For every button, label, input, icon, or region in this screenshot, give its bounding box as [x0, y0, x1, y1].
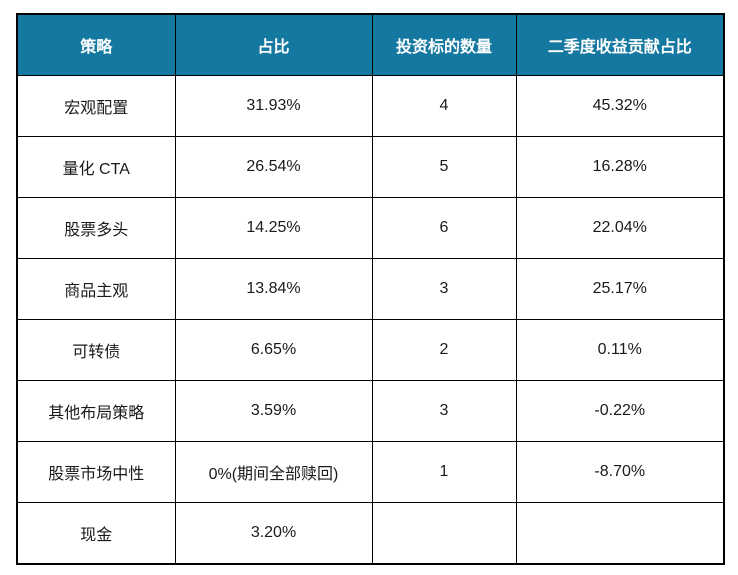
header-target-count: 投资标的数量: [371, 13, 517, 76]
cell-strategy: 股票多头: [16, 197, 176, 259]
cell-strategy: 量化 CTA: [16, 136, 176, 198]
table-row: 股票市场中性 0%(期间全部赎回) 1 -8.70%: [16, 441, 725, 503]
cell-strategy: 商品主观: [16, 258, 176, 320]
cell-target-count: 3: [371, 380, 517, 442]
cell-q2-contribution: 25.17%: [515, 258, 725, 320]
strategy-allocation-table: 策略 占比 投资标的数量 二季度收益贡献占比 宏观配置 31.93% 4 45.…: [16, 13, 725, 565]
cell-target-count: [371, 502, 517, 565]
cell-strategy: 现金: [16, 502, 176, 565]
table-row: 商品主观 13.84% 3 25.17%: [16, 258, 725, 320]
cell-weight: 3.20%: [174, 502, 373, 565]
header-row: 策略 占比 投资标的数量 二季度收益贡献占比: [16, 13, 725, 76]
header-strategy: 策略: [16, 13, 176, 76]
table-row: 可转债 6.65% 2 0.11%: [16, 319, 725, 381]
cell-weight: 14.25%: [174, 197, 373, 259]
table-row: 股票多头 14.25% 6 22.04%: [16, 197, 725, 259]
cell-target-count: 1: [371, 441, 517, 503]
cell-q2-contribution: [515, 502, 725, 565]
cell-q2-contribution: 0.11%: [515, 319, 725, 381]
table-row: 其他布局策略 3.59% 3 -0.22%: [16, 380, 725, 442]
cell-weight: 6.65%: [174, 319, 373, 381]
header-q2-contribution: 二季度收益贡献占比: [515, 13, 725, 76]
cell-weight: 0%(期间全部赎回): [174, 441, 373, 503]
table-row: 现金 3.20%: [16, 502, 725, 565]
cell-q2-contribution: 16.28%: [515, 136, 725, 198]
cell-target-count: 4: [371, 75, 517, 137]
cell-q2-contribution: -0.22%: [515, 380, 725, 442]
cell-strategy: 其他布局策略: [16, 380, 176, 442]
header-weight: 占比: [174, 13, 373, 76]
table-row: 量化 CTA 26.54% 5 16.28%: [16, 136, 725, 198]
cell-weight: 13.84%: [174, 258, 373, 320]
cell-q2-contribution: 45.32%: [515, 75, 725, 137]
cell-target-count: 3: [371, 258, 517, 320]
cell-target-count: 6: [371, 197, 517, 259]
cell-target-count: 5: [371, 136, 517, 198]
cell-weight: 3.59%: [174, 380, 373, 442]
cell-weight: 31.93%: [174, 75, 373, 137]
cell-q2-contribution: 22.04%: [515, 197, 725, 259]
cell-strategy: 宏观配置: [16, 75, 176, 137]
cell-strategy: 股票市场中性: [16, 441, 176, 503]
cell-strategy: 可转债: [16, 319, 176, 381]
cell-q2-contribution: -8.70%: [515, 441, 725, 503]
cell-weight: 26.54%: [174, 136, 373, 198]
table-row: 宏观配置 31.93% 4 45.32%: [16, 75, 725, 137]
cell-target-count: 2: [371, 319, 517, 381]
